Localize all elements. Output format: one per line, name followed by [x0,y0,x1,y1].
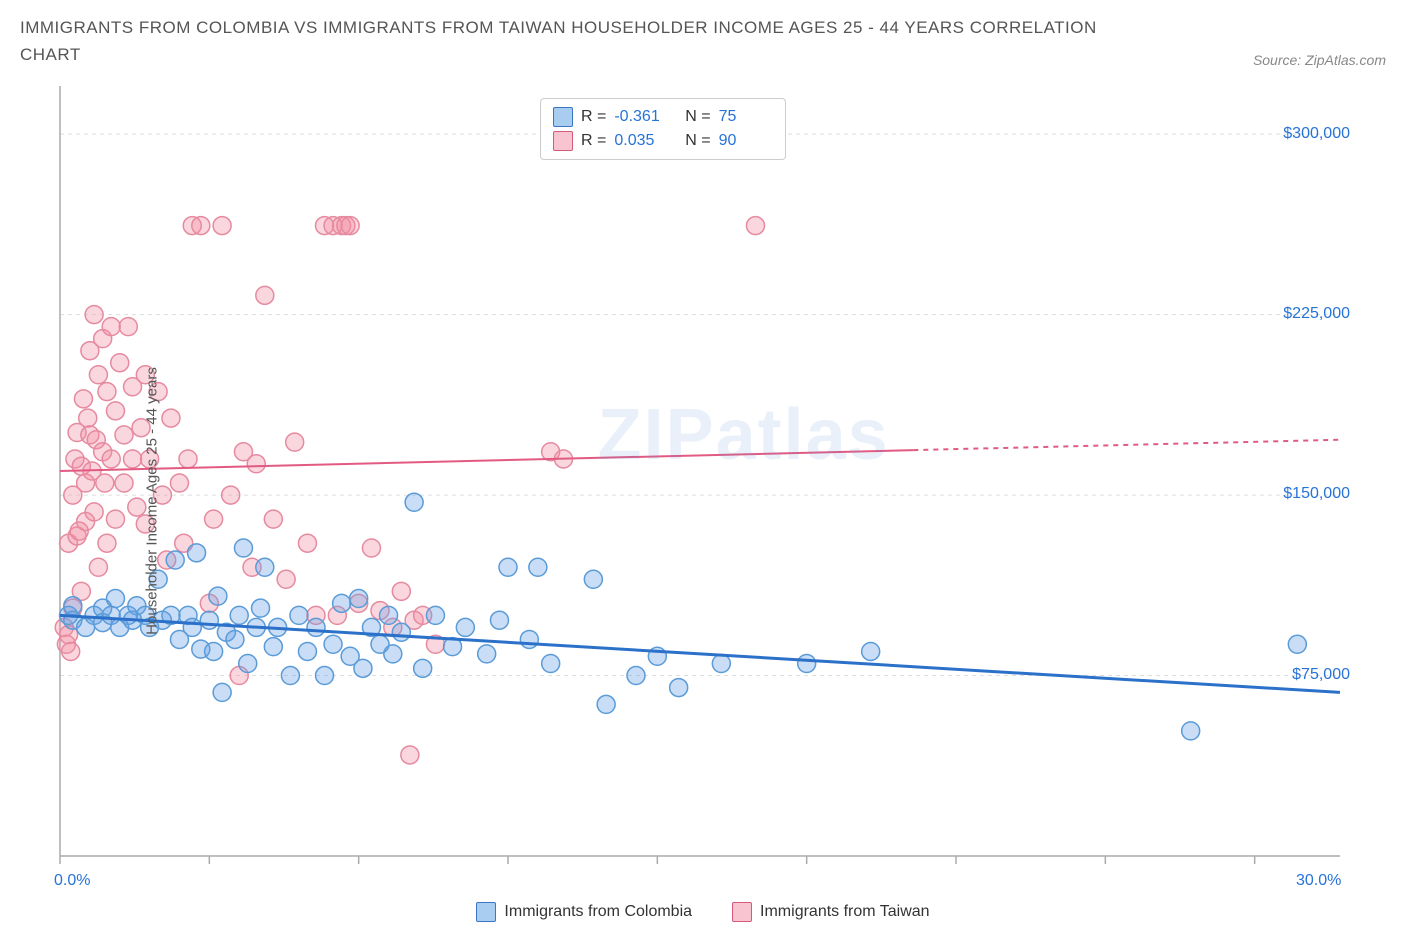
x-tick-label-min: 0.0% [54,872,90,890]
source-label: Source: ZipAtlas.com [1253,52,1386,68]
y-tick-label: $75,000 [1260,666,1350,684]
chart-header: IMMIGRANTS FROM COLOMBIA VS IMMIGRANTS F… [10,10,1396,76]
chart-area: Householder Income Ages 25 - 44 years ZI… [10,76,1396,926]
stats-legend-row: R = 0.035 N = 90 [553,129,773,153]
y-tick-label: $300,000 [1260,125,1350,143]
stats-legend-row: R = -0.361 N = 75 [553,105,773,129]
y-tick-label: $225,000 [1260,305,1350,323]
y-tick-label: $150,000 [1260,485,1350,503]
stats-legend: R = -0.361 N = 75R = 0.035 N = 90 [540,98,786,160]
chart-title: IMMIGRANTS FROM COLOMBIA VS IMMIGRANTS F… [20,14,1120,68]
x-tick-label-max: 30.0% [1296,872,1341,890]
scatter-plot-svg [10,76,1396,896]
series-legend-item: Immigrants from Taiwan [732,902,930,922]
series-legend: Immigrants from Colombia Immigrants from … [10,902,1396,922]
y-axis-label: Householder Income Ages 25 - 44 years [143,368,160,636]
series-legend-item: Immigrants from Colombia [476,902,692,922]
